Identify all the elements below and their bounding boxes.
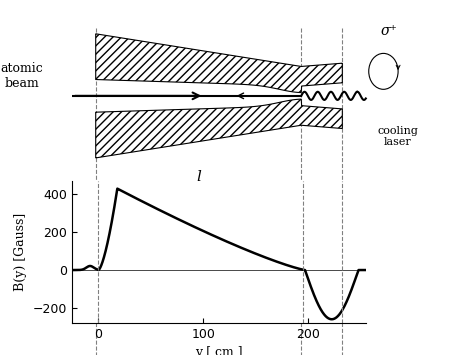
Text: cooling
laser: cooling laser (377, 126, 418, 147)
Polygon shape (96, 34, 343, 93)
Text: atomic
beam: atomic beam (0, 62, 43, 90)
Y-axis label: B(y) [Gauss]: B(y) [Gauss] (14, 213, 27, 291)
Polygon shape (96, 99, 343, 158)
Text: l: l (196, 170, 201, 184)
Text: L: L (214, 193, 224, 207)
Text: σ⁺: σ⁺ (381, 23, 397, 38)
X-axis label: y [ cm ]: y [ cm ] (195, 346, 243, 355)
